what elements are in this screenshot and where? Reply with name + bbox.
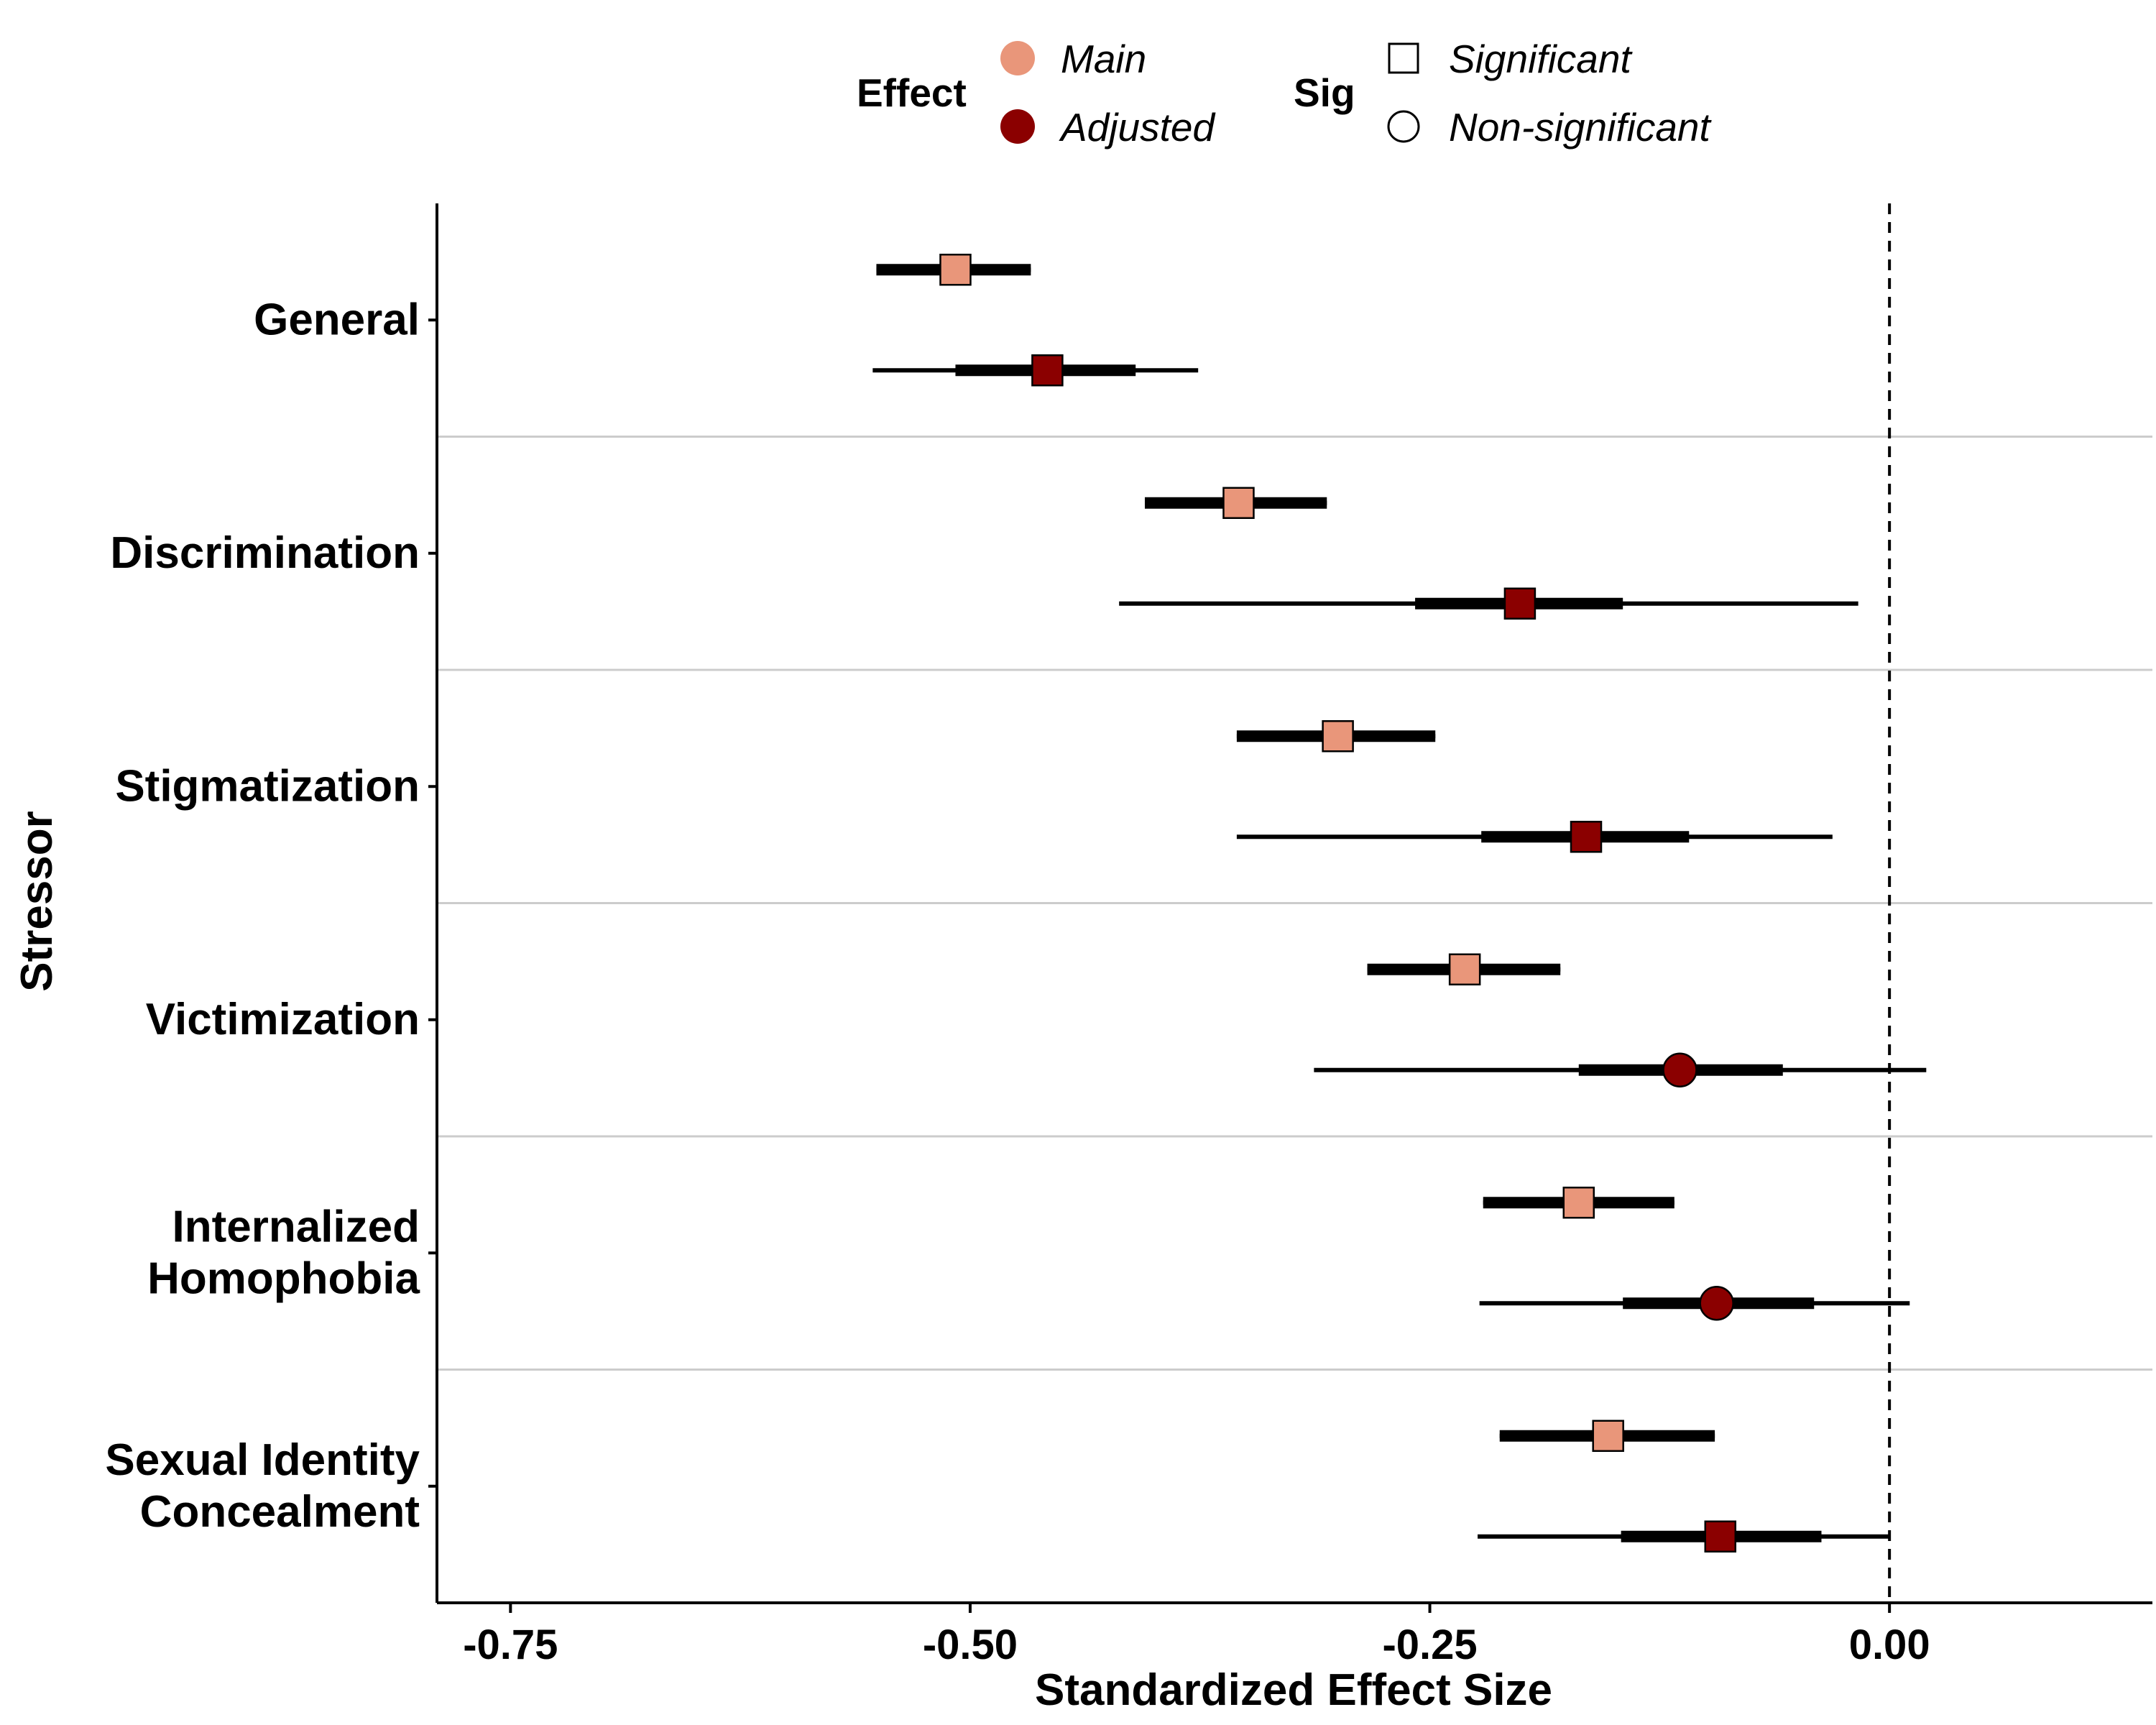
x-axis-title: Standardized Effect Size (1035, 1665, 1552, 1715)
legend-sig-title: Sig (1294, 70, 1355, 115)
estimate-point-square (1448, 953, 1481, 985)
estimate-point-square (1222, 487, 1255, 519)
estimate-point-circle (1662, 1052, 1697, 1087)
y-category-label: Internalized (172, 1202, 420, 1251)
estimate-point-square (1031, 354, 1064, 387)
estimate-point-square (1562, 1187, 1595, 1219)
x-tick-label: -0.25 (1382, 1622, 1477, 1668)
legend-effect-title: Effect (857, 70, 967, 115)
y-category-label: Sexual Identity (105, 1435, 420, 1485)
x-tick-label: -0.75 (463, 1622, 558, 1668)
y-category-label: Stigmatization (115, 761, 420, 811)
estimate-point-square (1322, 720, 1354, 753)
y-category-label: Concealment (140, 1487, 420, 1537)
legend-nonsignificant-label: Non-significant (1449, 105, 1713, 150)
legend-main-marker (1000, 41, 1035, 75)
estimate-point-square (1592, 1420, 1624, 1452)
estimate-point-circle (1699, 1286, 1734, 1321)
y-category-label: Victimization (146, 995, 420, 1044)
legend-adjusted-label: Adjusted (1059, 105, 1216, 150)
legend-main-label: Main (1061, 37, 1146, 81)
legend-nonsignificant-marker (1387, 110, 1420, 143)
estimate-point-square (1503, 587, 1537, 620)
legend-significant-label: Significant (1449, 37, 1633, 81)
legend: Effect Main Adjusted Sig Significant Non… (857, 37, 1713, 150)
legend-significant-marker (1388, 42, 1419, 74)
y-axis-title: Stressor (12, 811, 62, 992)
estimate-point-square (1570, 821, 1603, 853)
estimate-point-square (1704, 1520, 1737, 1552)
x-axis-ticks: -0.75 -0.50 -0.25 0.00 (463, 1603, 1930, 1668)
y-axis-ticks: General Discrimination Stigmatization Victi… (105, 295, 437, 1537)
chart-marks (872, 254, 1927, 1552)
y-category-label: Discrimination (110, 528, 420, 578)
y-category-label: General (254, 295, 420, 344)
x-tick-label: 0.00 (1849, 1622, 1930, 1668)
y-category-label: Homophobia (147, 1254, 420, 1303)
legend-adjusted-marker (1000, 109, 1035, 144)
x-tick-label: -0.50 (923, 1622, 1018, 1668)
estimate-point-square (939, 254, 972, 286)
category-separators (437, 436, 2152, 1371)
